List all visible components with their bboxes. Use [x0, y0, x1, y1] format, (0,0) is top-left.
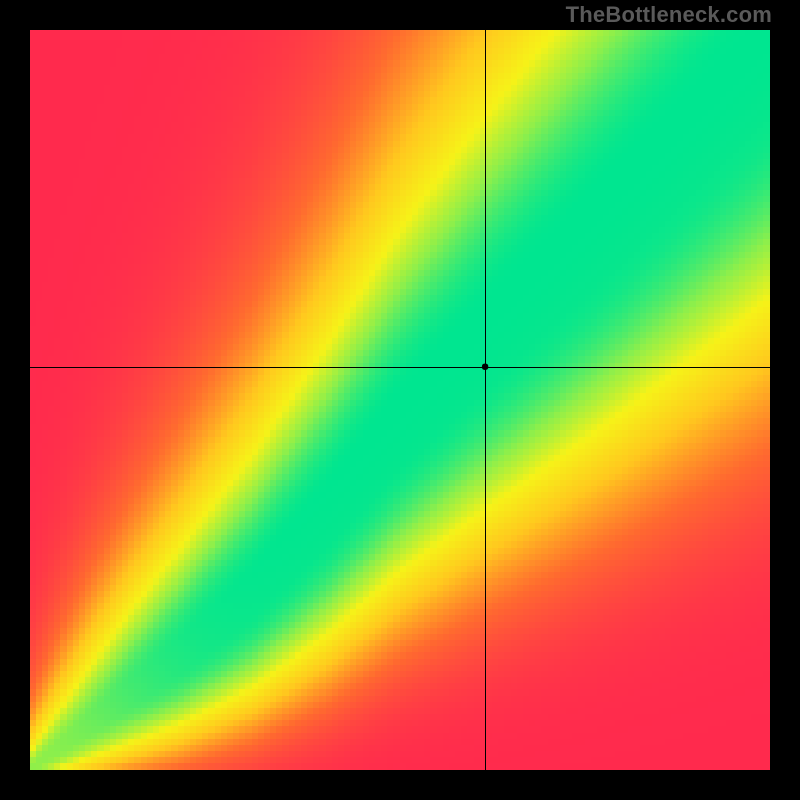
chart-container: TheBottleneck.com [0, 0, 800, 800]
heatmap-plot [30, 30, 770, 770]
heatmap-canvas [30, 30, 770, 770]
watermark-text: TheBottleneck.com [566, 2, 772, 28]
